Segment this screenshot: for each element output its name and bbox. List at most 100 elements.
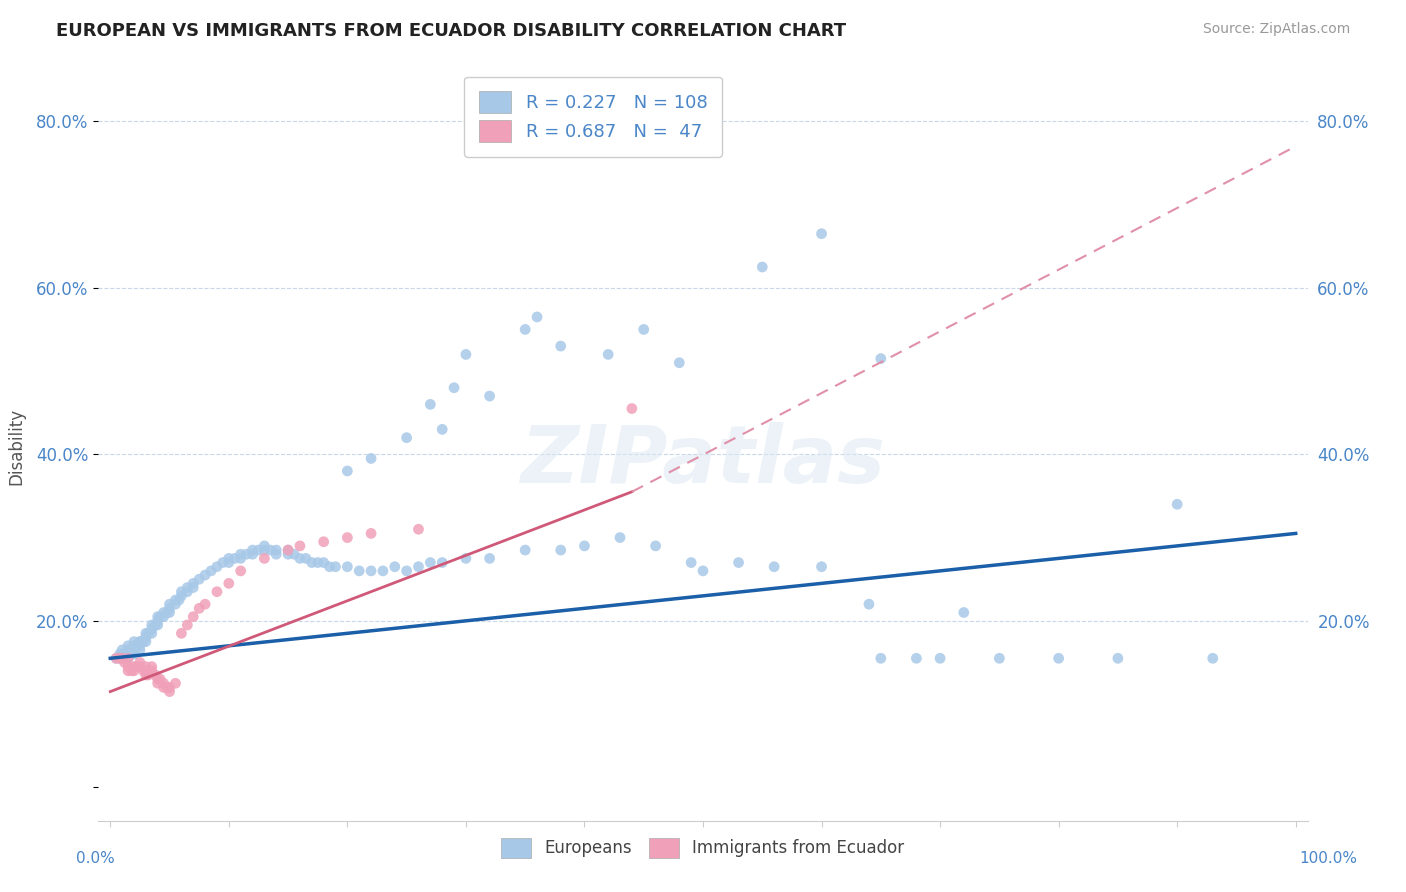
Point: [869, 651, 891, 665]
Point: [135, 631, 157, 645]
Point: [146, 672, 169, 686]
Point: [181, 581, 204, 595]
Point: [295, 551, 318, 566]
Point: [264, 547, 287, 561]
Point: [478, 551, 501, 566]
Point: [167, 593, 190, 607]
Point: [242, 547, 264, 561]
Point: [170, 584, 193, 599]
Point: [135, 626, 157, 640]
Point: [905, 651, 928, 665]
Point: [307, 556, 329, 570]
Point: [224, 551, 246, 566]
Point: [125, 659, 148, 673]
Point: [288, 551, 311, 566]
Point: [609, 531, 631, 545]
Point: [146, 618, 169, 632]
Point: [288, 539, 311, 553]
Text: EUROPEAN VS IMMIGRANTS FROM ECUADOR DISABILITY CORRELATION CHART: EUROPEAN VS IMMIGRANTS FROM ECUADOR DISA…: [56, 22, 846, 40]
Point: [360, 526, 382, 541]
Point: [384, 559, 406, 574]
Point: [117, 639, 139, 653]
Point: [129, 659, 152, 673]
Point: [141, 622, 163, 636]
Point: [159, 601, 181, 615]
Point: [135, 664, 157, 678]
Text: 100.0%: 100.0%: [1299, 852, 1358, 866]
Point: [146, 614, 169, 628]
Point: [229, 551, 252, 566]
Point: [129, 634, 152, 648]
Point: [620, 401, 643, 416]
Point: [135, 659, 157, 673]
Point: [159, 597, 181, 611]
Point: [122, 634, 145, 648]
Point: [114, 651, 136, 665]
Point: [165, 676, 187, 690]
Point: [121, 664, 143, 678]
Point: [136, 626, 159, 640]
Point: [763, 559, 786, 574]
Point: [810, 227, 832, 241]
Point: [122, 664, 145, 678]
Point: [395, 431, 418, 445]
Point: [312, 534, 335, 549]
Legend: Europeans, Immigrants from Ecuador: Europeans, Immigrants from Ecuador: [495, 831, 911, 864]
Point: [125, 639, 148, 653]
Point: [181, 609, 204, 624]
Point: [141, 659, 163, 673]
Point: [325, 559, 347, 574]
Point: [170, 589, 193, 603]
Point: [419, 397, 441, 411]
Point: [122, 647, 145, 661]
Point: [141, 664, 163, 678]
Point: [336, 531, 359, 545]
Point: [515, 543, 537, 558]
Point: [336, 464, 359, 478]
Point: [360, 451, 382, 466]
Point: [111, 651, 134, 665]
Point: [105, 651, 128, 665]
Point: [146, 676, 169, 690]
Point: [408, 522, 430, 536]
Point: [478, 389, 501, 403]
Point: [135, 668, 157, 682]
Point: [122, 659, 145, 673]
Point: [253, 543, 276, 558]
Point: [181, 576, 204, 591]
Point: [117, 651, 139, 665]
Text: Source: ZipAtlas.com: Source: ZipAtlas.com: [1202, 22, 1350, 37]
Point: [143, 618, 166, 632]
Point: [159, 684, 181, 698]
Point: [301, 556, 323, 570]
Point: [176, 584, 198, 599]
Point: [668, 356, 690, 370]
Point: [751, 260, 773, 274]
Point: [135, 631, 157, 645]
Point: [408, 559, 430, 574]
Point: [598, 347, 620, 361]
Point: [129, 643, 152, 657]
Point: [141, 618, 163, 632]
Point: [1107, 651, 1129, 665]
Point: [117, 651, 139, 665]
Point: [108, 651, 131, 665]
Point: [550, 543, 572, 558]
Point: [117, 643, 139, 657]
Point: [277, 543, 299, 558]
Point: [152, 609, 174, 624]
Text: 0.0%: 0.0%: [76, 852, 115, 866]
Point: [318, 559, 340, 574]
Point: [176, 618, 198, 632]
Point: [336, 559, 359, 574]
Point: [152, 681, 174, 695]
Point: [122, 643, 145, 657]
Point: [143, 668, 166, 682]
Point: [156, 606, 179, 620]
Point: [152, 606, 174, 620]
Point: [242, 543, 264, 558]
Point: [218, 576, 240, 591]
Point: [952, 606, 974, 620]
Point: [681, 556, 703, 570]
Point: [229, 564, 252, 578]
